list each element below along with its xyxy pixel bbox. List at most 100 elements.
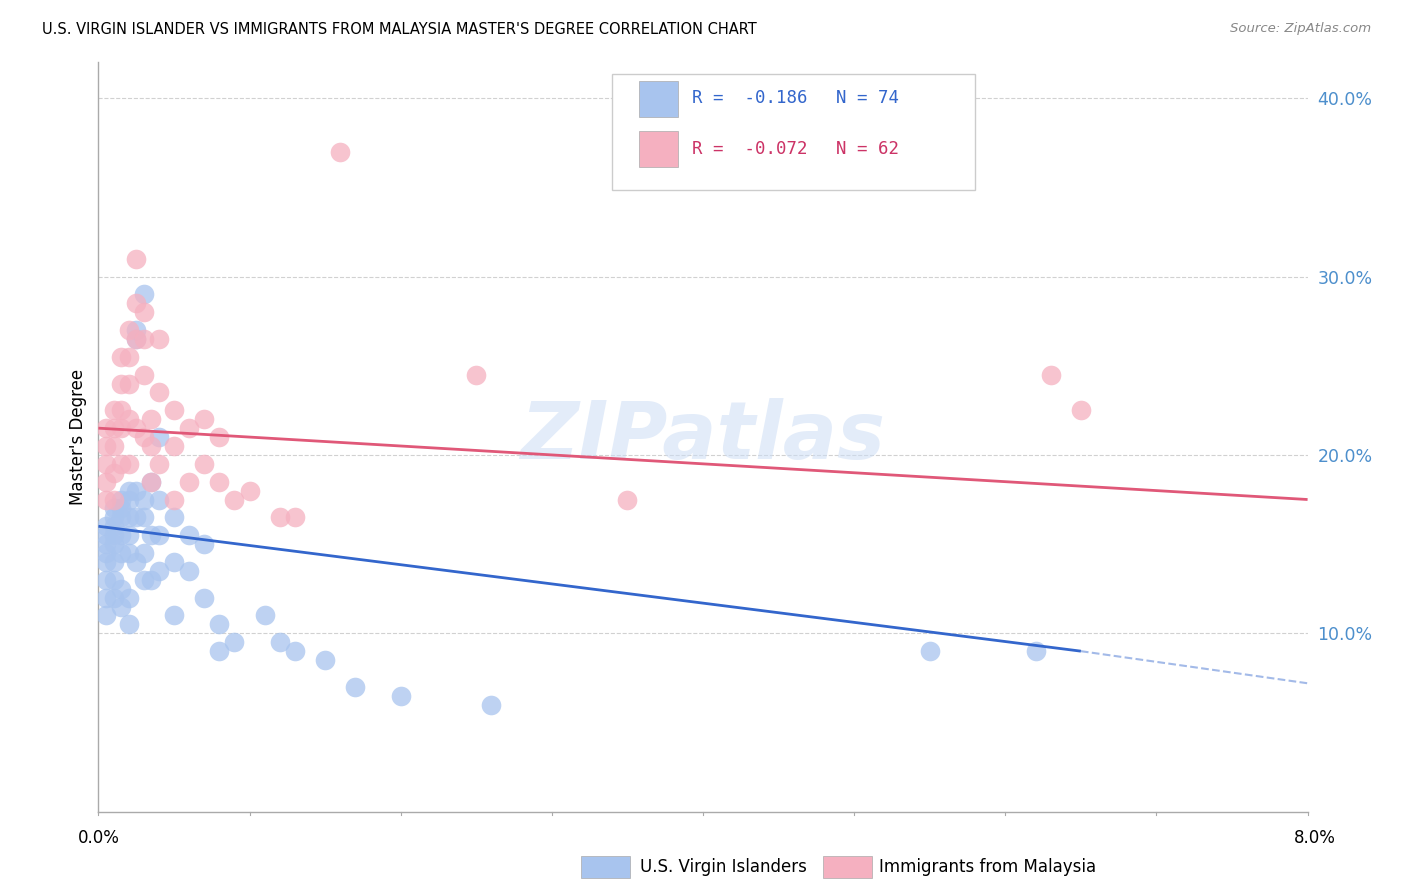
Point	[132, 546, 155, 560]
Point	[163, 492, 186, 507]
Point	[329, 145, 352, 159]
Text: 0.0%: 0.0%	[77, 829, 120, 847]
Point	[918, 644, 941, 658]
Point	[103, 510, 125, 524]
Point	[103, 421, 125, 435]
Point	[253, 608, 276, 623]
Point	[269, 510, 291, 524]
Text: U.S. VIRGIN ISLANDER VS IMMIGRANTS FROM MALAYSIA MASTER'S DEGREE CORRELATION CHA: U.S. VIRGIN ISLANDER VS IMMIGRANTS FROM …	[42, 22, 756, 37]
Point	[118, 350, 141, 364]
Point	[110, 376, 132, 391]
Point	[148, 492, 170, 507]
Point	[132, 368, 155, 382]
Point	[103, 466, 125, 480]
Point	[208, 475, 231, 489]
Point	[148, 457, 170, 471]
Text: N = 74: N = 74	[837, 88, 898, 107]
Point	[132, 430, 155, 444]
Point	[1024, 644, 1046, 658]
Point	[110, 510, 132, 524]
Point	[94, 475, 117, 489]
Point	[118, 323, 141, 337]
Text: ZIPatlas: ZIPatlas	[520, 398, 886, 476]
Point	[94, 519, 117, 533]
FancyBboxPatch shape	[638, 131, 678, 168]
Point	[148, 430, 170, 444]
Point	[103, 492, 125, 507]
Text: N = 62: N = 62	[837, 140, 898, 158]
FancyBboxPatch shape	[612, 74, 976, 190]
Point	[479, 698, 503, 712]
Point	[94, 546, 117, 560]
Point	[103, 528, 125, 542]
Point	[193, 591, 215, 605]
Point	[616, 492, 638, 507]
Point	[110, 457, 132, 471]
Point	[94, 439, 117, 453]
Point	[118, 510, 141, 524]
Point	[132, 305, 155, 319]
Point	[110, 350, 132, 364]
Point	[163, 608, 186, 623]
Point	[125, 323, 148, 337]
Point	[103, 555, 125, 569]
Point	[103, 439, 125, 453]
Point	[224, 492, 246, 507]
Point	[118, 492, 141, 507]
Point	[118, 528, 141, 542]
Point	[94, 573, 117, 587]
Point	[103, 501, 125, 516]
Text: Immigrants from Malaysia: Immigrants from Malaysia	[879, 858, 1095, 876]
Point	[1070, 403, 1092, 417]
Point	[94, 528, 117, 542]
Point	[94, 608, 117, 623]
Point	[224, 635, 246, 649]
Point	[103, 573, 125, 587]
Point	[132, 332, 155, 346]
Point	[103, 403, 125, 417]
Point	[179, 475, 201, 489]
Point	[132, 287, 155, 301]
Point	[269, 635, 291, 649]
Point	[208, 430, 231, 444]
Point	[110, 492, 132, 507]
Point	[125, 421, 148, 435]
Point	[118, 376, 141, 391]
Point	[110, 528, 132, 542]
Point	[193, 457, 215, 471]
Point	[132, 573, 155, 587]
Point	[148, 564, 170, 578]
Point	[193, 412, 215, 426]
Point	[239, 483, 262, 498]
Point	[163, 403, 186, 417]
Point	[118, 617, 141, 632]
Point	[110, 599, 132, 614]
FancyBboxPatch shape	[638, 81, 678, 117]
Point	[163, 439, 186, 453]
Point	[1039, 368, 1062, 382]
Point	[132, 510, 155, 524]
Point	[110, 421, 132, 435]
Point	[208, 644, 231, 658]
Point	[94, 555, 117, 569]
Point	[118, 483, 141, 498]
Text: Source: ZipAtlas.com: Source: ZipAtlas.com	[1230, 22, 1371, 36]
Point	[94, 591, 117, 605]
Point	[141, 528, 163, 542]
Point	[94, 492, 117, 507]
Point	[94, 421, 117, 435]
Point	[284, 644, 307, 658]
Point	[118, 591, 141, 605]
Point	[163, 510, 186, 524]
Point	[141, 439, 163, 453]
Text: U.S. Virgin Islanders: U.S. Virgin Islanders	[640, 858, 807, 876]
Point	[103, 519, 125, 533]
Point	[94, 457, 117, 471]
Point	[125, 510, 148, 524]
Point	[179, 421, 201, 435]
Point	[208, 617, 231, 632]
Point	[118, 412, 141, 426]
Point	[179, 528, 201, 542]
Point	[132, 492, 155, 507]
Point	[110, 501, 132, 516]
